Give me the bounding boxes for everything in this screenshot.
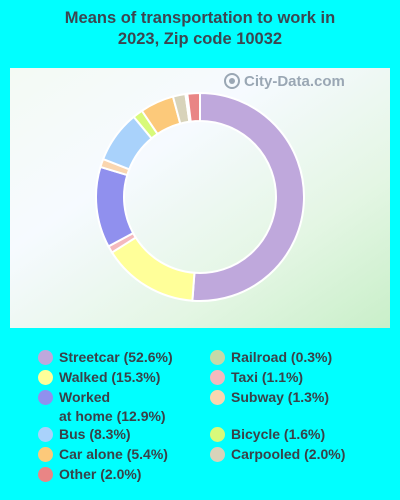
legend-item-walked: Walked (15.3%)	[38, 368, 160, 387]
legend-swatch	[38, 467, 53, 482]
legend-item-taxi: Taxi (1.1%)	[210, 368, 303, 387]
legend-label: Bus (8.3%)	[59, 426, 131, 442]
legend-swatch	[210, 427, 225, 442]
legend-item-carpooled: Carpooled (2.0%)	[210, 445, 345, 464]
legend-item-other: Other (2.0%)	[38, 465, 141, 484]
watermark-text: City-Data.com	[244, 72, 345, 90]
legend-label: Car alone (5.4%)	[59, 446, 168, 462]
legend-swatch	[210, 370, 225, 385]
legend-label: Bicycle (1.6%)	[231, 426, 326, 442]
legend-label: Subway (1.3%)	[231, 389, 330, 405]
legend-item-subway: Subway (1.3%)	[210, 388, 329, 407]
legend-label: Carpooled (2.0%)	[231, 446, 346, 462]
city-data-logo-icon	[224, 73, 240, 89]
legend-swatch	[210, 447, 225, 462]
legend-label: Streetcar (52.6%)	[59, 349, 173, 365]
chart-title: Means of transportation to work in 2023,…	[64, 9, 336, 48]
slice-other	[186, 91, 201, 123]
legend-swatch	[38, 427, 53, 442]
watermark: City-Data.com	[224, 70, 345, 92]
legend-label: Worked at home (12.9%)	[59, 389, 166, 424]
legend-item-railroad: Railroad (0.3%)	[210, 348, 332, 367]
legend-swatch	[38, 350, 53, 365]
legend-item-streetcar: Streetcar (52.6%)	[38, 348, 173, 367]
legend-item-bicycle: Bicycle (1.6%)	[210, 425, 325, 444]
legend-swatch	[38, 370, 53, 385]
slice-streetcar	[191, 91, 305, 302]
legend-swatch	[38, 390, 53, 405]
legend-item-car-alone: Car alone (5.4%)	[38, 445, 168, 464]
legend-swatch	[38, 447, 53, 462]
legend-item-bus: Bus (8.3%)	[38, 425, 131, 444]
legend-label: Railroad (0.3%)	[231, 349, 333, 365]
legend-label: Taxi (1.1%)	[231, 369, 304, 385]
legend-item-worked-at-home: Worked at home (12.9%)	[38, 388, 166, 426]
legend-label: Walked (15.3%)	[59, 369, 161, 385]
legend-label: Other (2.0%)	[59, 466, 142, 482]
legend-swatch	[210, 390, 225, 405]
legend-swatch	[210, 350, 225, 365]
